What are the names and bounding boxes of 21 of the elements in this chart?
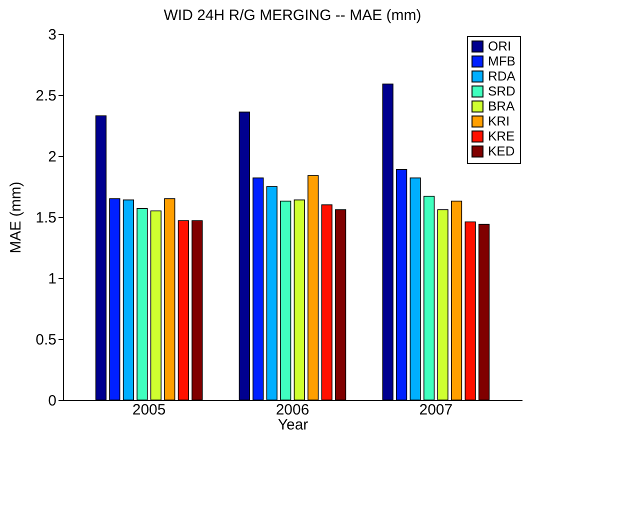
legend-label: KRI	[488, 114, 510, 128]
legend-label: SRD	[488, 84, 516, 98]
x-tick-label: 2005	[132, 402, 166, 418]
y-tick-label: 2	[48, 148, 56, 166]
chart-title: WID 24H R/G MERGING -- MAE (mm)	[164, 7, 422, 24]
legend-label: RDA	[488, 68, 516, 84]
legend-label: KRE	[488, 128, 516, 144]
y-tick-label: 1.5	[36, 210, 56, 226]
y-tick-label: 1	[48, 270, 56, 288]
y-tick-label: 0	[48, 392, 56, 410]
y-tick-label: 0.5	[36, 332, 56, 348]
y-tick-label: 2.5	[36, 88, 56, 104]
x-tick-label: 2006	[276, 402, 310, 418]
legend-label: KED	[488, 144, 515, 158]
y-tick-label: 3	[48, 26, 56, 44]
x-axis-title: Year	[278, 416, 308, 434]
legend-label: BRA	[488, 98, 516, 114]
legend-label: ORI	[488, 38, 512, 54]
x-tick-label: 2007	[419, 402, 453, 418]
y-axis-title: MAE (mm)	[8, 182, 25, 254]
legend-label: MFB	[488, 54, 516, 68]
